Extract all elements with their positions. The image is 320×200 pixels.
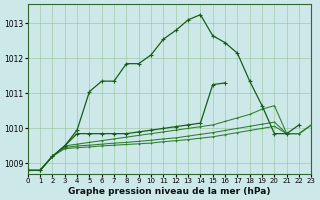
X-axis label: Graphe pression niveau de la mer (hPa): Graphe pression niveau de la mer (hPa) [68, 187, 271, 196]
